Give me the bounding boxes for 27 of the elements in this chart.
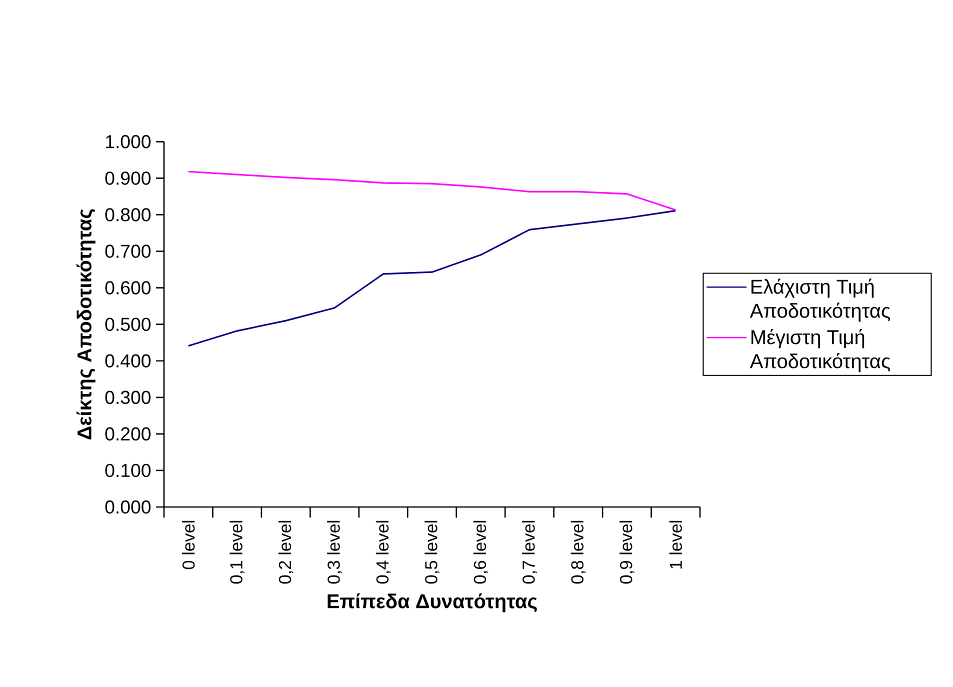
x-tick-label: 0,1 level bbox=[230, 520, 244, 584]
y-tick-label: 0.600 bbox=[105, 281, 151, 294]
x-axis-title: Επίπεδα Δυνατότητας bbox=[328, 593, 537, 612]
y-tick-label: 0.200 bbox=[105, 427, 151, 441]
y-tick-label: 0.100 bbox=[105, 464, 151, 478]
legend-label: Μέγιστη Τιμή Αποδοτικότητας bbox=[750, 329, 890, 372]
x-tick-label: 0,3 level bbox=[327, 520, 342, 584]
y-tick-label: 0.300 bbox=[105, 390, 151, 404]
y-tick-label: 0.900 bbox=[105, 172, 151, 185]
x-tick-label: 0,4 level bbox=[376, 520, 391, 584]
y-tick-label: 0.800 bbox=[105, 208, 151, 222]
x-tick-label: 0,8 level bbox=[570, 520, 586, 584]
y-axis-title: Δείκτης Αποδοτικότητας bbox=[76, 209, 96, 440]
y-tick-label: 0.700 bbox=[105, 244, 151, 258]
x-tick-label: 0,6 level bbox=[473, 520, 488, 584]
x-tick-label: 0,9 level bbox=[620, 520, 634, 584]
y-tick-label: 0.400 bbox=[105, 354, 151, 368]
x-tick-label: 0,2 level bbox=[278, 520, 294, 584]
x-tick-label: 1 level bbox=[669, 520, 682, 568]
x-tick-label: 0,7 level bbox=[522, 520, 537, 584]
line-series bbox=[188, 170, 676, 211]
y-tick-label: 0.000 bbox=[105, 500, 151, 514]
x-tick-label: 0,5 level bbox=[424, 520, 440, 584]
x-tick-label: 0 level bbox=[182, 520, 195, 570]
legend-label: Ελάχιστη Τιμή Αποδοτικότητας bbox=[750, 278, 890, 322]
y-tick-label: 1.000 bbox=[106, 135, 151, 148]
y-tick-label: 0.500 bbox=[105, 318, 151, 331]
